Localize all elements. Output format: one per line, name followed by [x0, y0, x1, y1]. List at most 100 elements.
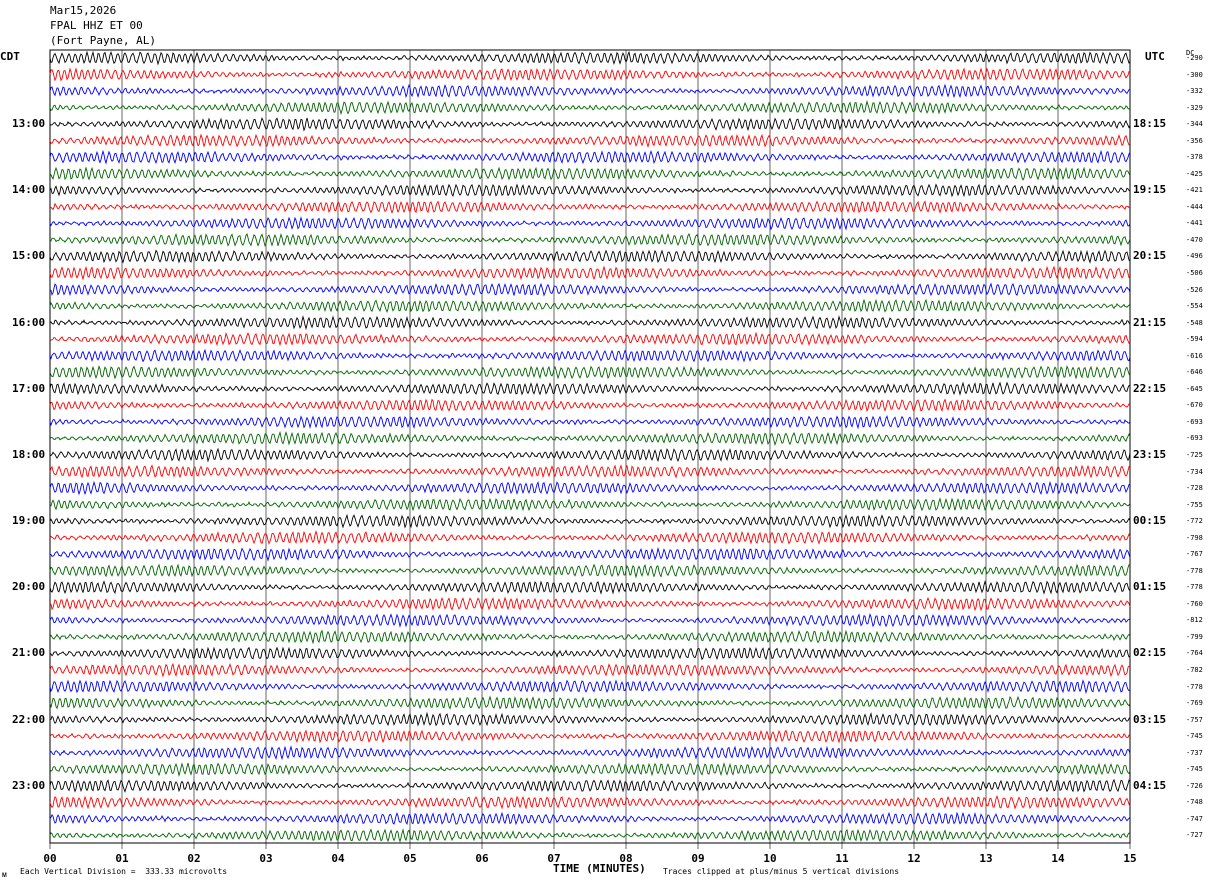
seismic-trace — [49, 149, 1131, 165]
seismic-trace — [49, 711, 1131, 727]
dc-offset-label: -470 — [1186, 235, 1203, 244]
seismic-trace — [49, 216, 1131, 231]
cdt-hour-label: 19:00 — [12, 514, 46, 528]
x-tick-label: 02 — [187, 852, 200, 865]
right-axis-title: UTC — [1145, 50, 1165, 63]
cdt-hour-label: 22:00 — [12, 712, 46, 726]
cdt-hour-label: 23:00 — [12, 778, 46, 792]
x-tick-label: 04 — [331, 852, 345, 865]
seismic-trace — [49, 67, 1131, 82]
dc-offset-label: -344 — [1186, 120, 1203, 129]
seismic-trace — [49, 612, 1131, 628]
dc-offset-label: -764 — [1186, 649, 1203, 658]
dc-offset-label: -727 — [1186, 831, 1203, 840]
utc-hour-label: 19:15 — [1133, 183, 1167, 197]
seismic-trace — [49, 166, 1131, 181]
dc-offset-label: -594 — [1186, 335, 1203, 344]
cdt-hour-label: 15:00 — [12, 249, 46, 263]
utc-hour-label: 00:15 — [1133, 514, 1167, 528]
seismic-trace — [49, 546, 1131, 562]
seismic-trace — [49, 679, 1131, 695]
seismic-trace — [49, 414, 1131, 430]
seismic-trace — [49, 811, 1131, 826]
seismic-trace — [49, 315, 1131, 331]
seismic-trace — [49, 729, 1131, 744]
dc-offset-label: -506 — [1186, 269, 1203, 278]
seismic-trace — [49, 580, 1131, 595]
seismic-trace — [49, 364, 1131, 380]
x-axis-label: TIME (MINUTES) — [553, 862, 646, 875]
utc-hour-label: 22:15 — [1133, 381, 1167, 395]
dc-offset-label: -726 — [1186, 781, 1203, 790]
seismic-trace — [49, 513, 1131, 529]
seismic-trace — [49, 795, 1131, 810]
seismic-trace — [49, 828, 1131, 843]
seismic-trace — [49, 381, 1131, 396]
dc-title: DC — [1186, 49, 1195, 57]
dc-offset-label: -757 — [1186, 715, 1203, 724]
utc-hour-label: 03:15 — [1133, 712, 1167, 726]
corner-mark: ᴍ — [2, 870, 7, 879]
seismic-trace — [49, 745, 1131, 761]
utc-hour-label: 18:15 — [1133, 117, 1167, 131]
seismic-trace — [49, 117, 1131, 132]
seismic-trace — [49, 282, 1131, 297]
dc-offset-label: -760 — [1186, 599, 1203, 608]
dc-offset-label: -778 — [1186, 682, 1203, 691]
x-tick-label: 10 — [763, 852, 776, 865]
x-tick-label: 07 — [547, 852, 560, 865]
x-tick-label: 06 — [475, 852, 489, 865]
dc-offset-label: -798 — [1186, 533, 1203, 542]
dc-offset-label: -734 — [1186, 467, 1203, 476]
dc-offset-label: -616 — [1186, 351, 1203, 360]
dc-offset-label: -378 — [1186, 153, 1203, 162]
cdt-hour-label: 17:00 — [12, 381, 46, 395]
header-location: (Fort Payne, AL) — [50, 34, 156, 47]
dc-offset-label: -421 — [1186, 186, 1203, 195]
cdt-hour-label: 13:00 — [12, 117, 46, 131]
left-axis-title: CDT — [0, 50, 20, 63]
cdt-hour-label: 21:00 — [12, 646, 46, 660]
dc-offset-label: -745 — [1186, 765, 1203, 774]
seismic-trace — [49, 629, 1131, 645]
dc-offset-label: -300 — [1186, 70, 1203, 79]
dc-offset-label: -745 — [1186, 732, 1203, 741]
x-tick-label: 05 — [403, 852, 416, 865]
dc-offset-label: -693 — [1186, 434, 1203, 443]
seismic-trace — [49, 298, 1131, 313]
seismic-trace — [49, 662, 1131, 678]
seismic-trace — [49, 447, 1131, 463]
seismic-trace — [49, 497, 1131, 512]
dc-offset-label: -778 — [1186, 566, 1203, 575]
seismic-trace — [49, 99, 1131, 116]
utc-hour-label: 02:15 — [1133, 646, 1167, 660]
cdt-hour-label: 14:00 — [12, 183, 46, 197]
seismic-trace — [49, 398, 1131, 412]
dc-offset-label: -769 — [1186, 699, 1203, 708]
dc-offset-label: -725 — [1186, 450, 1203, 459]
x-tick-label: 11 — [835, 852, 849, 865]
x-tick-label: 13 — [979, 852, 992, 865]
seismic-trace — [49, 348, 1131, 363]
dc-offset-label: -645 — [1186, 384, 1203, 393]
dc-offset-label: -670 — [1186, 401, 1203, 410]
cdt-hour-label: 20:00 — [12, 580, 46, 594]
dc-offset-label: -748 — [1186, 798, 1203, 807]
utc-hour-label: 23:15 — [1133, 447, 1167, 461]
dc-offset-label: -425 — [1186, 169, 1203, 178]
seismic-trace — [49, 249, 1131, 264]
x-tick-label: 09 — [691, 852, 704, 865]
dc-offset-label: -767 — [1186, 550, 1203, 559]
utc-hour-label: 20:15 — [1133, 249, 1167, 263]
seismic-trace — [49, 265, 1131, 281]
dc-offset-label: -290 — [1186, 54, 1203, 62]
seismic-trace — [49, 331, 1131, 347]
utc-hour-label: 01:15 — [1133, 580, 1167, 594]
dc-offset-label: -747 — [1186, 814, 1203, 823]
dc-offset-label: -441 — [1186, 219, 1203, 228]
seismic-trace — [49, 50, 1131, 66]
dc-offset-label: -554 — [1186, 302, 1203, 311]
seismic-trace — [49, 596, 1131, 612]
seismic-trace — [49, 83, 1131, 99]
header-date: Mar15,2026 — [50, 4, 117, 17]
